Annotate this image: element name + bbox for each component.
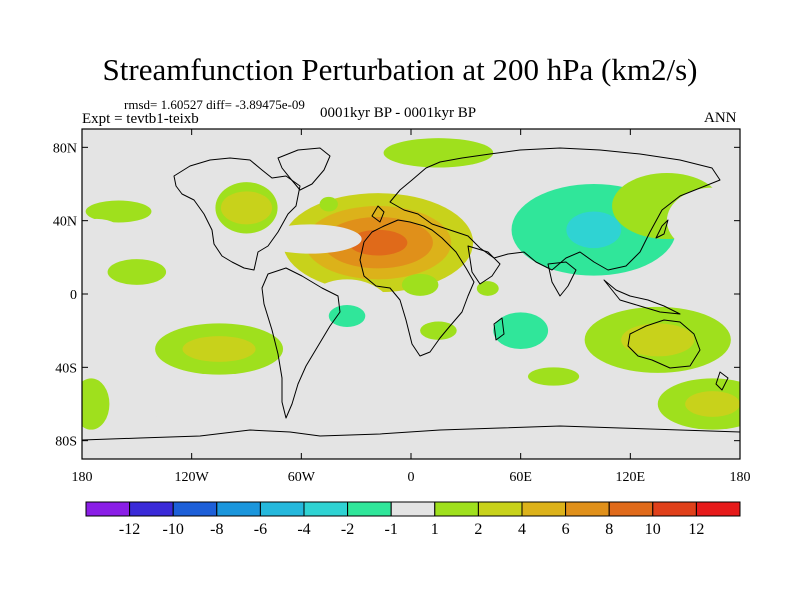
colorbar-label: 8 [605, 521, 613, 538]
field-north-pacific-east-positive [107, 259, 167, 285]
coastline-north-america [173, 157, 301, 271]
coastline-madagascar [493, 317, 505, 341]
colorbar-swatch [347, 501, 392, 517]
y-tick-label: 40N [53, 215, 77, 230]
colorbar-swatch [477, 501, 523, 517]
coastline-new-zealand [715, 371, 729, 391]
field-east-pacific-negative [82, 218, 125, 252]
field-southeast-pacific-positive-level-2 [182, 336, 256, 362]
colorbar-swatch [85, 501, 131, 517]
field-south-america-atlantic-negative-level--2 [328, 305, 366, 327]
field-north-atlantic-positive-high-level-8 [348, 229, 408, 256]
x-tick-label: 60W [288, 470, 316, 485]
colorbar-label: -10 [163, 521, 184, 538]
coastline-british-isles [371, 205, 385, 223]
experiment-label: Expt = tevtb1-teixb [82, 111, 199, 127]
coastline-arabia [467, 245, 501, 285]
colorbar-label: 10 [645, 521, 661, 538]
season-label: ANN [704, 110, 737, 126]
coastline-antarctica [82, 425, 740, 441]
colorbar-swatch [695, 501, 741, 517]
field-australia-positive-level-2 [621, 323, 695, 357]
field-indian-ocean-negative-level--2 [493, 312, 549, 349]
coastlines [82, 147, 740, 441]
x-tick-label: 180 [72, 470, 93, 485]
stats-line: rmsd= 1.60527 diff= -3.89475e-09 [124, 97, 305, 112]
x-tick-label: 180 [730, 470, 751, 485]
colorbar: -12 -10 -8 -6 -4 -2 -1 1 2 4 6 8 10 12 [85, 501, 741, 538]
colorbar-label: 4 [518, 521, 526, 538]
chart-title: Streamfunction Perturbation at 200 hPa (… [102, 52, 698, 87]
field-southwest-pacific-positive-level-2 [685, 391, 740, 417]
x-tick-label: 120E [616, 470, 646, 485]
field-tropical-atlantic-negative-band [259, 224, 362, 254]
field-south-indian-positive [527, 367, 580, 386]
y-tick-label: 0 [70, 288, 77, 303]
field-southern-africa-positive [420, 321, 457, 340]
coastline-europe-africa [359, 219, 475, 357]
colorbar-label: -8 [210, 521, 223, 538]
coastline-southeast-asia [603, 279, 681, 315]
field-south-pacific-negative [151, 374, 262, 434]
coastline-australia [627, 319, 701, 369]
colorbar-swatch [172, 501, 218, 517]
colorbar-swatch [390, 501, 436, 517]
period-label: 0001kyr BP - 0001kyr BP [320, 105, 477, 121]
coastline-greenland [277, 147, 331, 191]
colorbar-label: 1 [431, 521, 439, 538]
colorbar-label: 6 [562, 521, 570, 538]
colorbar-swatch [565, 501, 610, 517]
colorbar-label: -4 [297, 521, 310, 538]
axes: 180 120W 60W 0 60E 120E 180 80N 40N 0 40S 80S [53, 129, 751, 485]
x-tick-label: 0 [408, 470, 415, 485]
field-central-asia-negative-level--4 [566, 211, 622, 249]
colorbar-label: 2 [474, 521, 482, 538]
colorbar-label: -2 [341, 521, 354, 538]
coastline-japan [655, 219, 669, 239]
colorbar-swatch [303, 501, 349, 517]
colorbar-swatch [434, 501, 479, 517]
field-west-africa-positive [401, 273, 439, 296]
colorbar-swatch [652, 501, 697, 517]
y-tick-label: 80N [53, 141, 77, 156]
colorbar-label: -12 [119, 521, 140, 538]
colorbar-swatch [216, 501, 261, 517]
field-arctic-eurasia-positive [383, 138, 494, 168]
field-north-america-positive-level-2 [220, 191, 273, 225]
field-east-asia-negative [666, 187, 740, 254]
colorbar-swatch [521, 501, 567, 517]
colorbar-swatch [259, 501, 305, 517]
field-indian-ocean-positive [476, 281, 499, 296]
colorbar-label: -6 [254, 521, 267, 538]
coastline-india [547, 261, 577, 297]
y-tick-label: 80S [55, 435, 77, 450]
colorbar-swatch [129, 501, 174, 517]
colorbar-label: -1 [385, 521, 398, 538]
field-north-atlantic-small-positive [319, 196, 338, 212]
x-tick-label: 120W [175, 470, 210, 485]
field-north-pacific-positive [85, 200, 152, 223]
y-tick-label: 40S [55, 361, 77, 376]
field-southeast-pacific-west-positive [82, 378, 110, 430]
colorbar-label: 12 [688, 521, 704, 538]
x-tick-label: 60E [509, 470, 532, 485]
coastline-south-america [261, 267, 341, 419]
colorbar-swatch [608, 501, 654, 517]
coastline-eurasia [389, 147, 721, 271]
